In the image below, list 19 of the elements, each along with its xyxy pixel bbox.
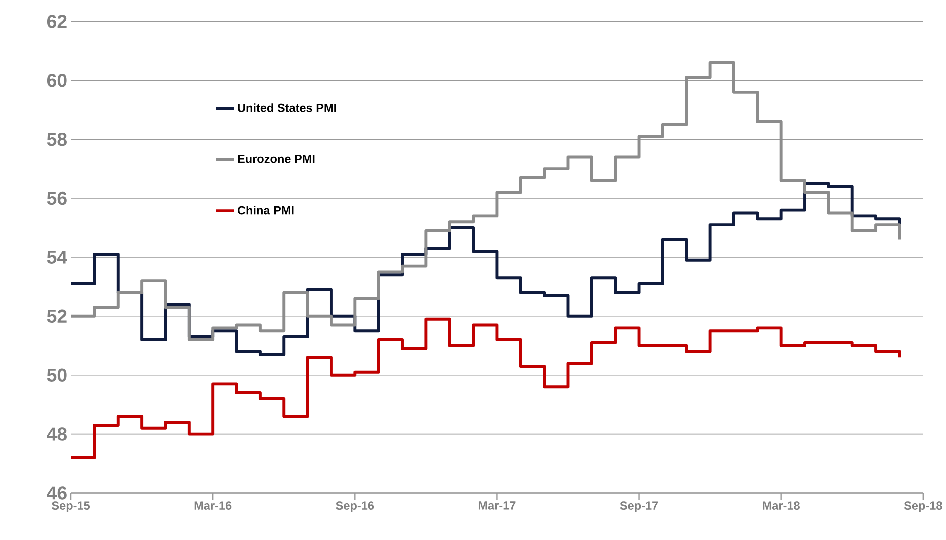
x-tick-label: Sep-17 <box>620 502 658 513</box>
x-tick-label: Sep-18 <box>904 502 942 513</box>
y-tick-label: 56 <box>47 192 67 206</box>
y-tick-label: 58 <box>47 133 67 146</box>
y-tick-label: 62 <box>47 15 67 28</box>
legend-label: China PMI <box>238 206 294 215</box>
legend-label: Eurozone PMI <box>238 155 315 164</box>
x-tick-label: Mar-17 <box>478 502 516 510</box>
y-tick-label: 46 <box>47 486 67 500</box>
x-tick-label: Mar-18 <box>763 502 800 510</box>
y-tick-label: 54 <box>47 251 68 264</box>
y-tick-label: 50 <box>47 368 67 382</box>
y-tick-label: 60 <box>47 74 67 88</box>
y-tick-label: 52 <box>47 310 67 324</box>
legend-label: United States PMI <box>238 104 336 112</box>
x-tick-label: Mar-16 <box>194 502 232 510</box>
x-tick-label: Sep-15 <box>52 502 90 513</box>
y-tick-label: 48 <box>47 428 67 442</box>
x-tick-label: Sep-16 <box>336 502 374 513</box>
